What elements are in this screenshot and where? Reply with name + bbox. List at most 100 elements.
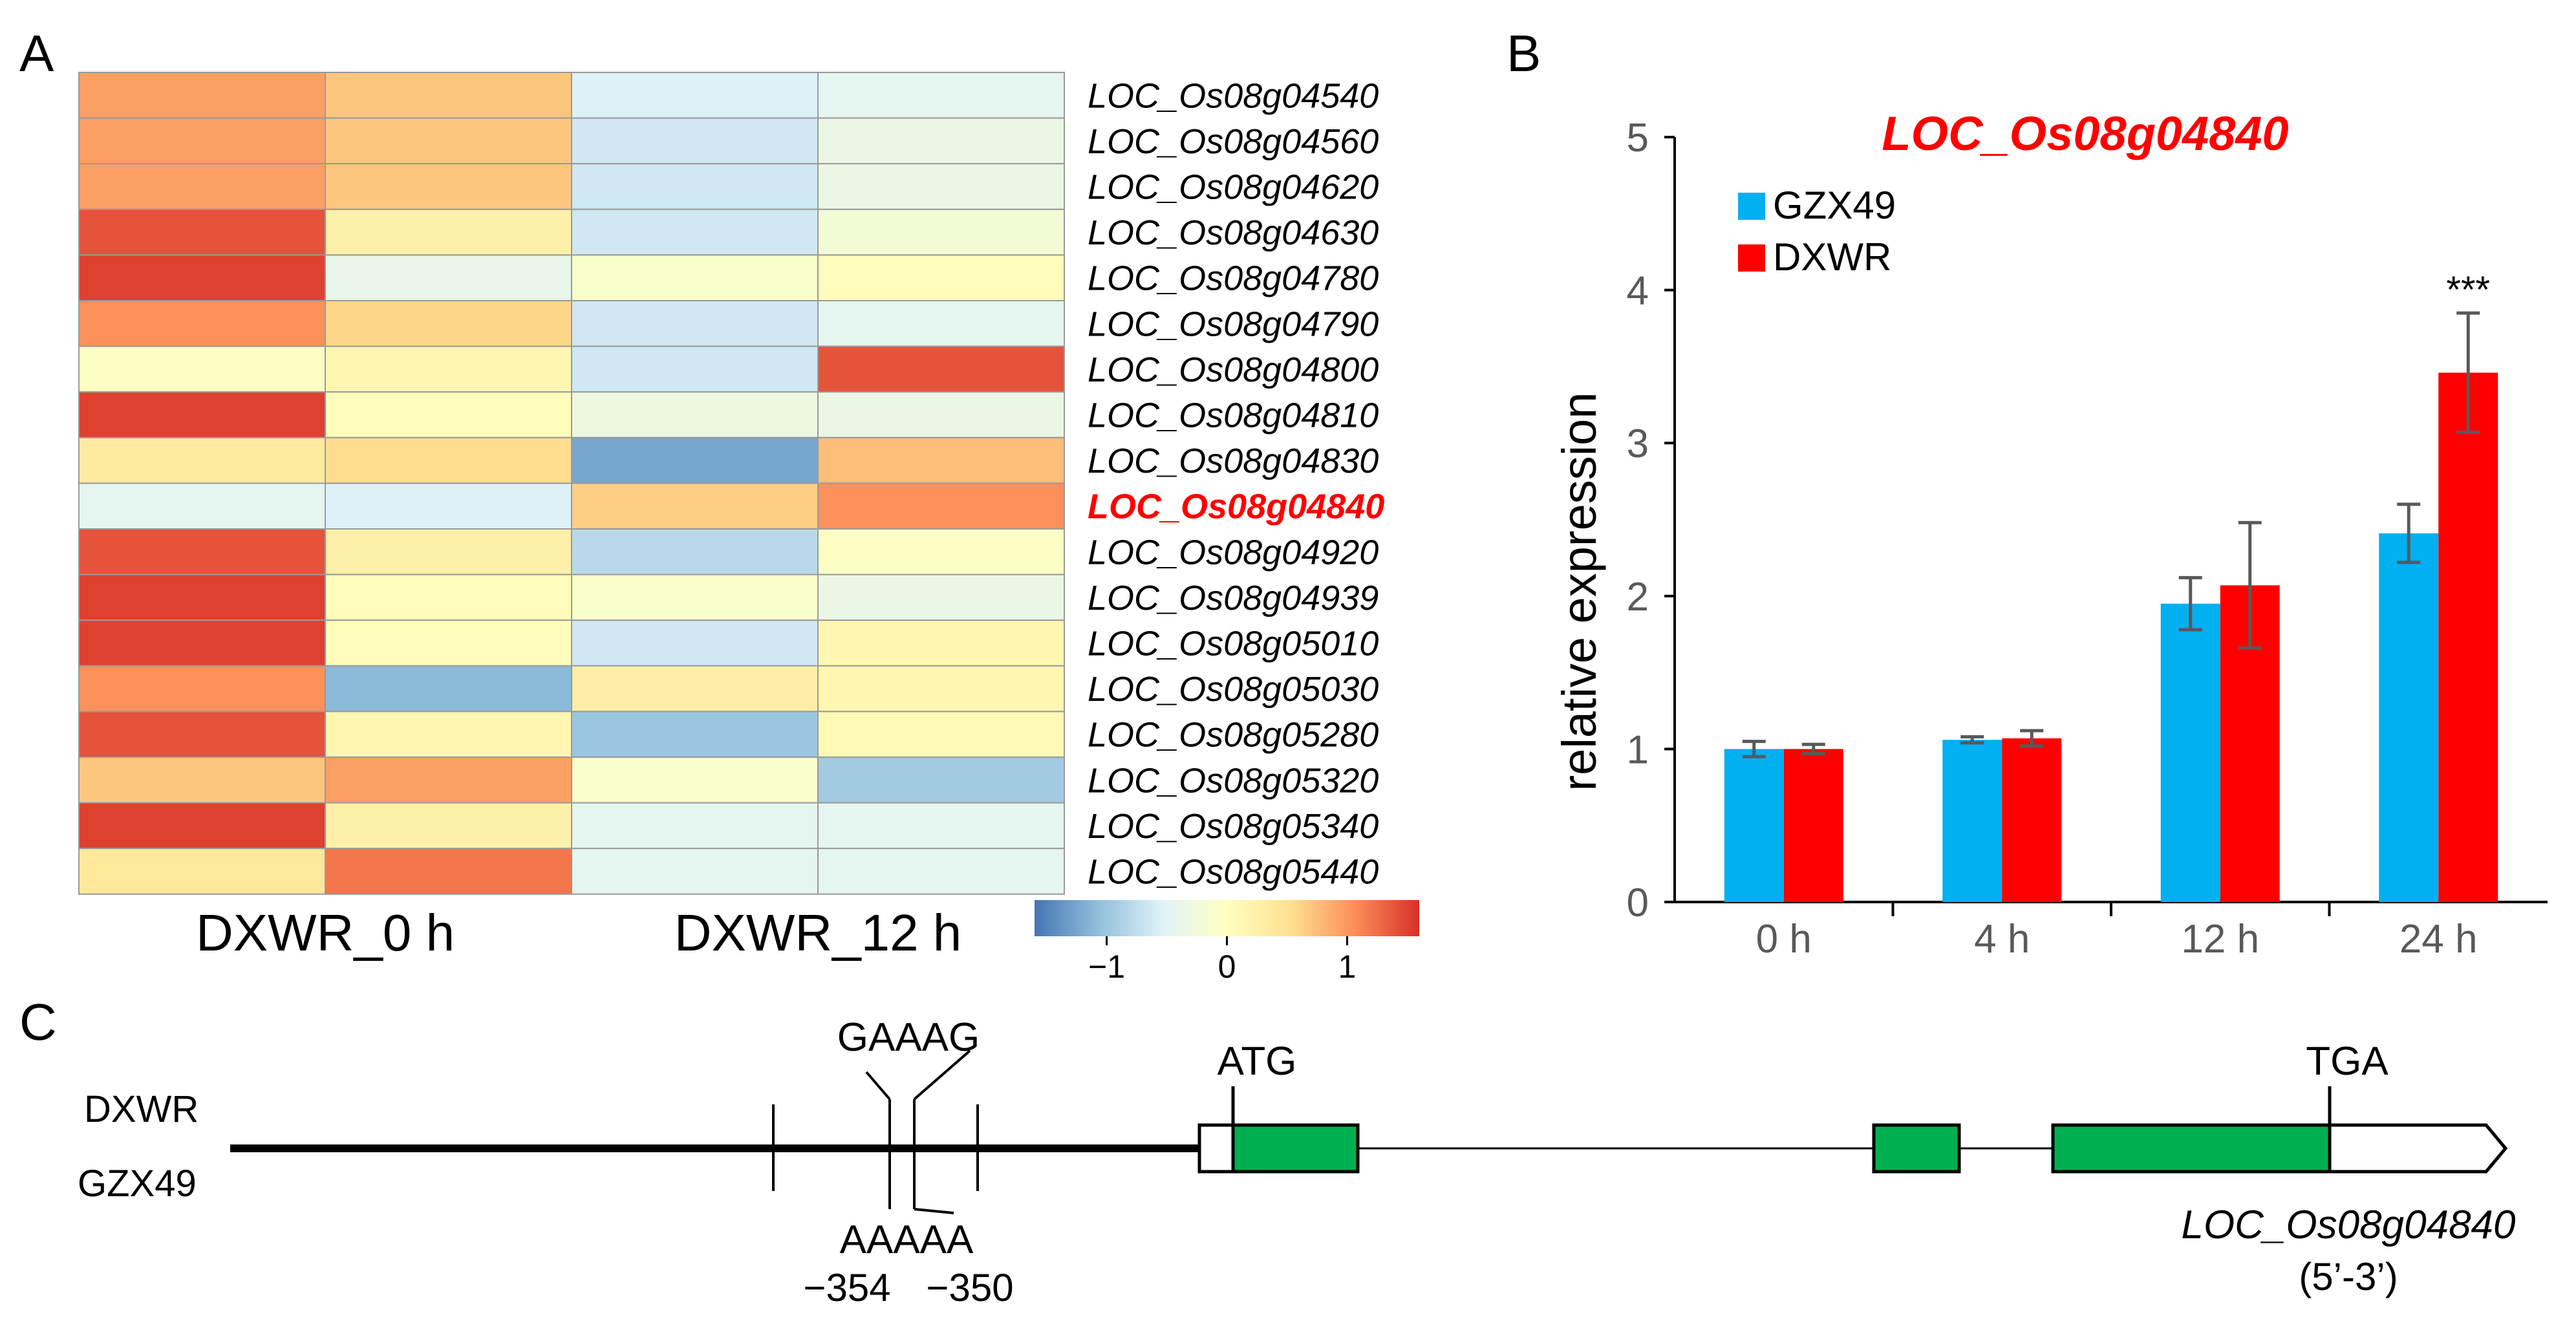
variant-connector-bottom-right-arm <box>914 1208 954 1214</box>
heatmap-cell <box>571 528 819 575</box>
variant-position-left: −354 <box>803 1266 890 1309</box>
heatmap-gene-label: LOC_Os08g04790 <box>1088 305 1379 343</box>
legend-label-gzx49: GZX49 <box>1773 184 1896 227</box>
variant-sequence-top: GAAAG <box>837 1015 980 1060</box>
heatmap-cell <box>817 163 1065 210</box>
bar-dxwr-24h <box>2438 372 2498 902</box>
variant-position-right: −350 <box>926 1266 1013 1309</box>
exon-3 <box>2051 1123 2332 1174</box>
heatmap-cell <box>571 345 819 393</box>
heatmap-cell <box>325 619 572 667</box>
heatmap-gene-label: LOC_Os08g04800 <box>1088 350 1379 389</box>
heatmap-cell <box>325 802 572 850</box>
x-axis-tick-label: 24 h <box>2399 917 2478 961</box>
heatmap-gene-label: LOC_Os08g05340 <box>1088 807 1379 846</box>
heatmap-cell <box>325 345 572 393</box>
heatmap-cell <box>78 802 326 850</box>
bar-dxwr-4h <box>2002 738 2062 902</box>
y-axis-tick-label: 3 <box>1627 422 1649 466</box>
heatmap-cell <box>78 757 326 804</box>
heatmap-cell <box>78 254 326 301</box>
heatmap-cell <box>78 665 326 713</box>
orientation-label: (5’-3’) <box>2299 1255 2398 1298</box>
exon-2 <box>1872 1123 1961 1174</box>
heatmap-cell <box>817 117 1065 165</box>
heatmap-cell <box>571 208 819 256</box>
chart-y-axis-label: relative expression <box>1552 392 1606 791</box>
utr-5prime <box>1197 1123 1235 1174</box>
heatmap-cell <box>817 208 1065 256</box>
heatmap-cell <box>817 757 1065 804</box>
heatmap-cell <box>817 345 1065 393</box>
heatmap-cell <box>817 665 1065 713</box>
exon-1 <box>1231 1123 1360 1174</box>
heatmap-cell <box>325 848 572 895</box>
heatmap-cell <box>78 482 326 530</box>
y-axis-tick-label: 0 <box>1627 881 1649 925</box>
heatmap-cell <box>325 574 572 621</box>
heatmap-cell <box>571 254 819 301</box>
heatmap-cell <box>325 254 572 301</box>
heatmap-cell <box>78 391 326 438</box>
heatmap-gene-label: LOC_Os08g04630 <box>1088 213 1379 252</box>
heatmap-cell <box>817 711 1065 758</box>
heatmap-gene-label: LOC_Os08g04540 <box>1088 76 1379 115</box>
panel-label-a: A <box>19 25 54 82</box>
heatmap-cell <box>571 117 819 165</box>
color-scale-bar <box>1035 900 1419 936</box>
heatmap-cell <box>571 619 819 667</box>
variant-connector-top-right <box>913 1049 971 1101</box>
heatmap-gene-label: LOC_Os08g04780 <box>1088 259 1379 298</box>
color-scale-ticks: −1 0 1 <box>1088 936 1356 985</box>
heatmap-gene-label: LOC_Os08g04620 <box>1088 168 1379 207</box>
heatmap-cell <box>78 72 326 119</box>
heatmap-cell <box>817 848 1065 895</box>
heatmap-cell <box>78 619 326 667</box>
heatmap-cell <box>78 848 326 895</box>
stop-codon-label: TGA <box>2306 1039 2388 1084</box>
heatmap-gene-label: LOC_Os08g05440 <box>1088 853 1379 892</box>
y-axis-tick-label: 1 <box>1627 727 1649 772</box>
heatmap-gene-labels: LOC_Os08g04540 LOC_Os08g04560 LOC_Os08g046… <box>1088 76 1384 891</box>
heatmap-cell <box>325 300 572 347</box>
significance-annotation: *** <box>2446 269 2490 311</box>
bar-chart-plot: 0 1 2 3 4 5 0 h 4 h 12 h 24 h *** <box>1627 116 2548 961</box>
heatmap-cell <box>571 482 819 530</box>
heatmap-gene-label: LOC_Os08g04920 <box>1088 533 1379 572</box>
panel-label-b: B <box>1507 25 1541 82</box>
heatmap-cell <box>325 436 572 484</box>
heatmap-cell <box>325 208 572 256</box>
heatmap-cell <box>325 757 572 804</box>
gene-name-label: LOC_Os08g04840 <box>2181 1203 2515 1247</box>
heatmap-cell <box>817 482 1065 530</box>
y-axis-tick-label: 2 <box>1627 575 1649 619</box>
bar-gzx49-12h <box>2160 603 2220 902</box>
heatmap-gene-label: LOC_Os08g04810 <box>1088 396 1379 435</box>
heatmap-cell <box>817 72 1065 119</box>
heatmap-gene-label: LOC_Os08g05320 <box>1088 761 1379 800</box>
x-axis-tick-label: 4 h <box>1974 917 2030 961</box>
heatmap-column-label-0h: DXWR_0 h <box>196 904 455 961</box>
line-label-gzx49: GZX49 <box>78 1163 197 1205</box>
heatmap-grid <box>78 72 1065 895</box>
heatmap-cell <box>817 436 1065 484</box>
heatmap-cell <box>325 163 572 210</box>
legend-swatch-dxwr <box>1738 244 1765 272</box>
heatmap-cell <box>571 757 819 804</box>
variant-connector-top-left <box>865 1071 891 1101</box>
heatmap-gene-label: LOC_Os08g05030 <box>1088 670 1379 709</box>
heatmap-cell <box>817 619 1065 667</box>
heatmap-cell <box>325 482 572 530</box>
heatmap-cell <box>78 117 326 165</box>
heatmap-column-label-12h: DXWR_12 h <box>674 904 962 961</box>
heatmap-cell <box>817 254 1065 301</box>
heatmap-cell <box>571 848 819 895</box>
heatmap-gene-label: LOC_Os08g04840 <box>1088 488 1384 526</box>
color-scale-tick-label: 0 <box>1218 949 1236 985</box>
heatmap-cell <box>817 528 1065 575</box>
line-label-dxwr: DXWR <box>84 1088 199 1130</box>
legend-label-dxwr: DXWR <box>1773 235 1891 279</box>
heatmap-cell <box>571 436 819 484</box>
heatmap-cell <box>325 391 572 438</box>
